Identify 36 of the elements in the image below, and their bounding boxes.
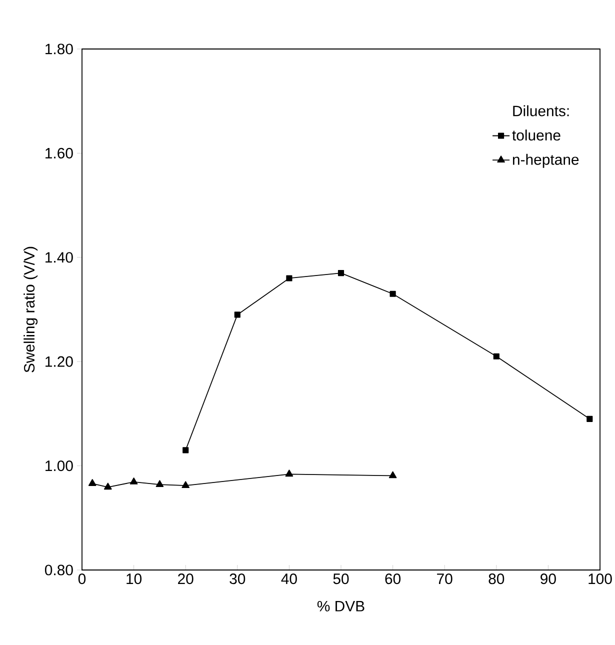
y-tick-label: 1.80 [46,44,73,54]
point [234,312,240,318]
point [493,353,500,360]
x-tick-label: 80 [488,574,504,584]
point [285,470,294,477]
x-tick-label: 90 [540,574,556,584]
x-tick-label: 100 [588,574,612,584]
y-tick-label: 0.80 [44,564,73,576]
legend-label: toluene [512,130,560,141]
point [388,471,397,478]
point [104,482,112,490]
point [286,275,292,282]
legend-title: Diluents: [513,105,569,116]
y-tick-label: 1.60 [46,148,73,158]
x-tick-label: 0 [78,574,86,584]
point [182,481,190,488]
y-axis-title: Swelling ratio (V/V) [24,246,38,372]
x-tick-label: 20 [178,574,194,584]
x-tick-label: 70 [437,574,452,584]
legend-label: n-heptane [512,154,579,168]
point [88,479,96,486]
x-tick-label: 10 [126,574,142,584]
point [338,270,344,276]
x-tick-label: 30 [230,574,246,584]
point [586,416,593,422]
x-tick-label: 50 [333,574,349,584]
y-tick-label: 1.20 [46,356,73,367]
y-tick-label: 1.40 [46,252,73,263]
x-tick-label: 40 [281,574,297,584]
point [390,290,396,297]
x-tick-label: 60 [385,574,401,584]
x-axis-title: % DVB [317,600,364,612]
point [182,447,189,454]
y-tick-label: 1.00 [46,460,73,472]
point [130,478,138,484]
point [156,480,164,487]
